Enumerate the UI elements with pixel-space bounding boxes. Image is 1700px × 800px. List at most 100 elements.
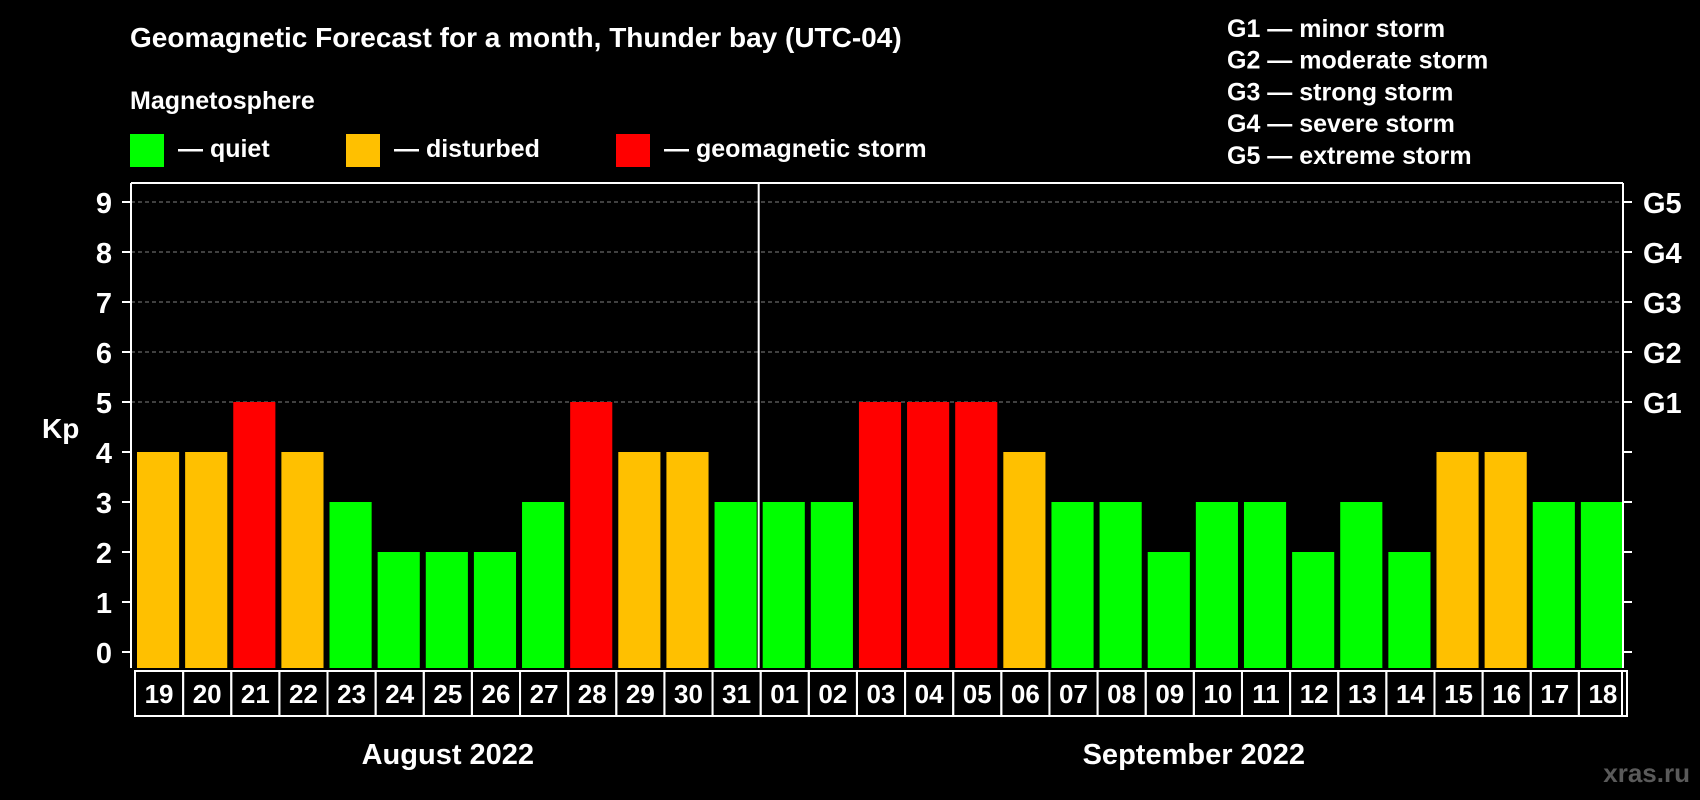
bar-23 [329, 502, 372, 668]
date-label-25: 25 [433, 679, 462, 709]
legend-label: — quiet [178, 135, 270, 163]
y-axis-label: Kp [42, 413, 79, 444]
bar-14 [1388, 552, 1431, 668]
bar-28 [570, 402, 613, 668]
date-label-05: 05 [963, 679, 992, 709]
month-label: August 2022 [362, 739, 534, 771]
y-tick-label: 5 [96, 388, 112, 420]
right-tick-label: G1 [1643, 388, 1682, 420]
date-label-04: 04 [915, 679, 944, 709]
bar-29 [618, 452, 661, 668]
bar-05 [955, 402, 998, 668]
bar-20 [185, 452, 228, 668]
date-label-15: 15 [1444, 679, 1473, 709]
date-label-12: 12 [1300, 679, 1329, 709]
date-label-28: 28 [578, 679, 607, 709]
storm-scale-item: G5 — extreme storm [1227, 142, 1472, 170]
legend-label: — disturbed [394, 135, 540, 163]
storm-scale-item: G4 — severe storm [1227, 110, 1455, 138]
bar-04 [907, 402, 950, 668]
date-label-18: 18 [1588, 679, 1617, 709]
chart-title: Geomagnetic Forecast for a month, Thunde… [130, 22, 902, 53]
bar-09 [1147, 552, 1190, 668]
date-label-02: 02 [818, 679, 847, 709]
bar-02 [810, 502, 853, 668]
date-label-19: 19 [145, 679, 174, 709]
date-label-31: 31 [722, 679, 751, 709]
y-tick-label: 3 [96, 488, 112, 520]
right-tick-label: G4 [1643, 238, 1682, 270]
bar-08 [1099, 502, 1142, 668]
bar-22 [281, 452, 324, 668]
grid [131, 201, 1623, 403]
date-label-13: 13 [1348, 679, 1377, 709]
legend-swatch [130, 134, 164, 167]
legend: — quiet — disturbed — geomagnetic storm [130, 134, 927, 167]
bar-16 [1484, 452, 1527, 668]
date-label-26: 26 [482, 679, 511, 709]
bar-25 [425, 552, 468, 668]
bar-01 [762, 502, 805, 668]
legend-swatch [616, 134, 650, 167]
storm-scale-item: G2 — moderate storm [1227, 47, 1488, 75]
bar-15 [1436, 452, 1479, 668]
y-tick-label: 0 [96, 638, 112, 670]
y-tick-label: 6 [96, 338, 112, 370]
bar-27 [522, 502, 565, 668]
date-label-11: 11 [1252, 679, 1280, 709]
watermark: xras.ru [1603, 758, 1690, 788]
legend-heading: Magnetosphere [130, 87, 315, 115]
bar-24 [377, 552, 420, 668]
storm-scale-item: G1 — minor storm [1227, 15, 1445, 43]
right-tick-label: G5 [1643, 188, 1682, 220]
bar-21 [233, 402, 276, 668]
bar-10 [1195, 502, 1238, 668]
legend-swatch [346, 134, 380, 167]
date-label-22: 22 [289, 679, 318, 709]
storm-scale-item: G3 — strong storm [1227, 78, 1453, 106]
bar-12 [1292, 552, 1335, 668]
date-label-03: 03 [867, 679, 896, 709]
y-tick-label: 1 [96, 588, 112, 620]
date-label-06: 06 [1011, 679, 1040, 709]
date-label-24: 24 [385, 679, 414, 709]
date-label-20: 20 [193, 679, 222, 709]
date-label-27: 27 [530, 679, 559, 709]
bar-30 [666, 452, 709, 668]
month-label: September 2022 [1083, 739, 1305, 771]
date-label-17: 17 [1540, 679, 1569, 709]
date-label-29: 29 [626, 679, 655, 709]
bar-11 [1243, 502, 1287, 668]
date-label-08: 08 [1107, 679, 1136, 709]
date-label-10: 10 [1203, 679, 1232, 709]
bar-13 [1340, 502, 1383, 668]
bar-31 [714, 502, 757, 668]
axes [130, 182, 1624, 668]
x-axis: 19 20 21 22 23 24 25 26 27 28 29 30 31 01 02 03 04 05 06 07… [134, 670, 1629, 771]
bar-03 [858, 402, 902, 668]
right-tick-label: G2 [1643, 338, 1682, 370]
y-tick-label: 8 [96, 238, 112, 270]
y-tick-label: 4 [96, 438, 112, 470]
legend-label: — geomagnetic storm [664, 135, 927, 163]
date-label-23: 23 [337, 679, 366, 709]
right-axis: G1 G2 G3 G4 G5 [1623, 188, 1682, 653]
y-tick-label: 7 [96, 288, 112, 320]
bar-17 [1532, 502, 1575, 668]
date-label-21: 21 [241, 679, 270, 709]
y-tick-label: 9 [96, 188, 112, 220]
date-cell [1577, 670, 1629, 717]
bar-19 [137, 452, 180, 668]
y-tick-label: 2 [96, 538, 112, 570]
date-label-09: 09 [1155, 679, 1184, 709]
bars [137, 402, 1623, 668]
date-label-14: 14 [1396, 679, 1425, 709]
date-label-01: 01 [770, 679, 799, 709]
bar-18 [1580, 502, 1623, 668]
storm-scale-legend: G1 — minor storm G2 — moderate storm G3 — … [1227, 15, 1488, 170]
y-axis: 0 1 2 3 4 5 6 7 8 9 [96, 188, 131, 670]
date-label-16: 16 [1492, 679, 1521, 709]
date-label-30: 30 [674, 679, 703, 709]
date-label-07: 07 [1059, 679, 1088, 709]
